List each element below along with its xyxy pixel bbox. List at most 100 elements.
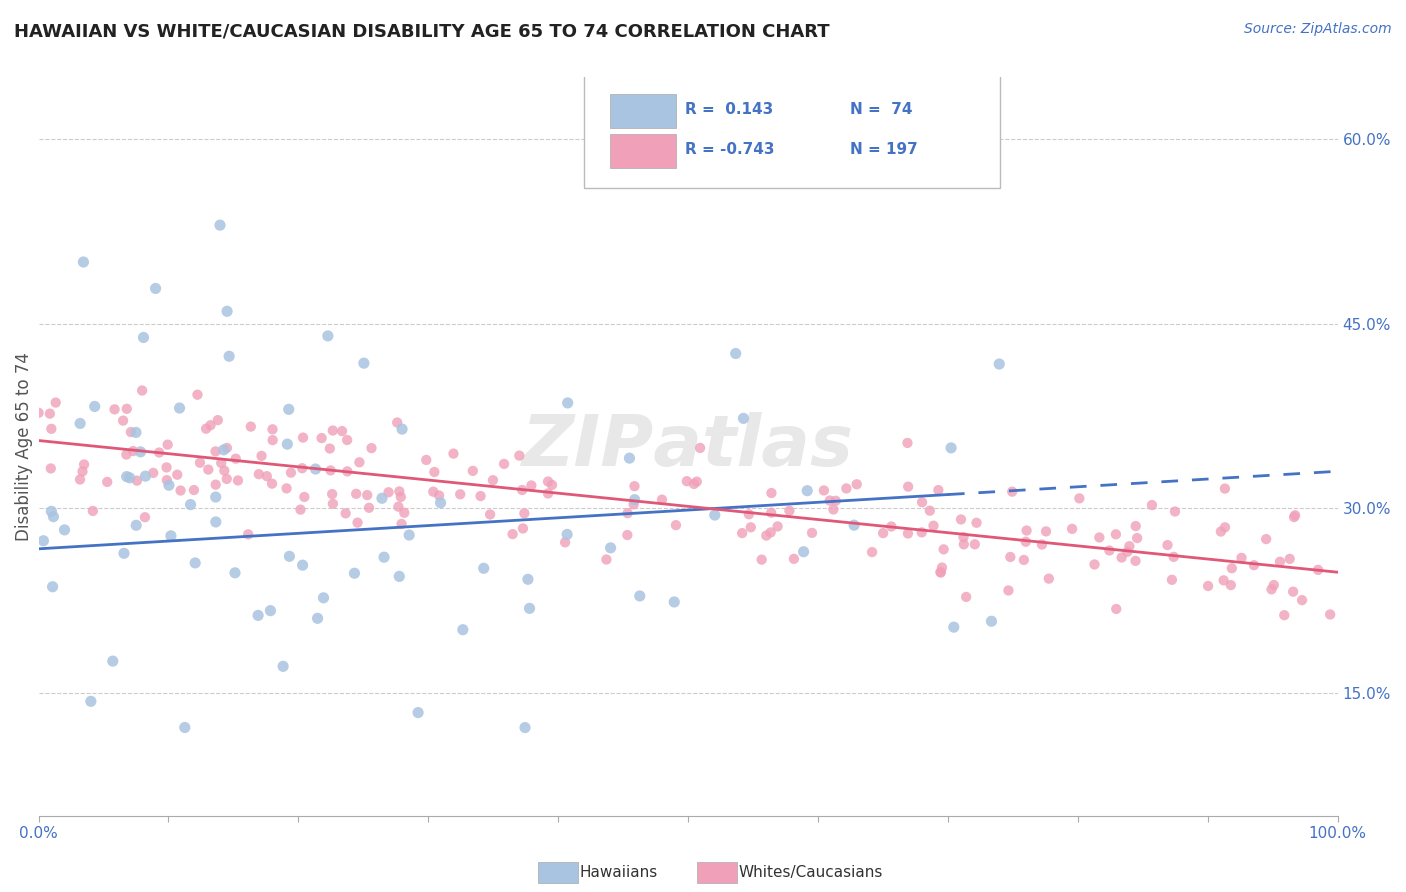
Point bbox=[319, 442, 342, 456]
Point bbox=[1140, 498, 1163, 512]
Point bbox=[980, 614, 1002, 628]
Point bbox=[755, 528, 778, 542]
Point bbox=[373, 550, 395, 565]
Point bbox=[761, 486, 783, 500]
Point bbox=[997, 583, 1019, 598]
Point bbox=[759, 525, 782, 540]
Point bbox=[115, 448, 138, 462]
Point bbox=[129, 445, 152, 459]
Text: N =  74: N = 74 bbox=[851, 102, 912, 117]
Point bbox=[423, 465, 446, 479]
Point bbox=[449, 487, 471, 501]
Point bbox=[942, 620, 965, 634]
Point bbox=[322, 424, 344, 438]
Point bbox=[689, 441, 711, 455]
Point bbox=[131, 384, 153, 398]
Point bbox=[1243, 558, 1265, 573]
FancyBboxPatch shape bbox=[610, 94, 676, 128]
Point bbox=[1213, 482, 1236, 496]
Point bbox=[145, 281, 167, 295]
Point bbox=[276, 437, 298, 451]
Point bbox=[502, 527, 524, 541]
Point bbox=[724, 346, 747, 360]
Point bbox=[1116, 545, 1139, 559]
Point bbox=[520, 478, 543, 492]
Point bbox=[204, 515, 226, 529]
Point bbox=[69, 473, 91, 487]
Point bbox=[96, 475, 118, 489]
Point bbox=[336, 433, 359, 447]
Point bbox=[766, 519, 789, 533]
Point bbox=[479, 508, 502, 522]
Point bbox=[429, 496, 451, 510]
Point bbox=[461, 464, 484, 478]
Point bbox=[1012, 553, 1035, 567]
Text: N = 197: N = 197 bbox=[851, 143, 918, 157]
Point bbox=[262, 422, 284, 436]
Point bbox=[1306, 563, 1329, 577]
Point bbox=[280, 466, 302, 480]
Point bbox=[1256, 532, 1278, 546]
Point bbox=[1291, 593, 1313, 607]
Point bbox=[813, 483, 835, 498]
Point bbox=[125, 518, 148, 533]
Point bbox=[738, 508, 761, 522]
Point bbox=[616, 506, 638, 520]
Point bbox=[292, 431, 315, 445]
Point bbox=[1263, 578, 1285, 592]
Point bbox=[125, 474, 148, 488]
Point bbox=[239, 419, 262, 434]
Point bbox=[1015, 534, 1038, 549]
Point bbox=[142, 466, 165, 480]
Point bbox=[45, 395, 67, 409]
Point bbox=[225, 451, 247, 466]
Point bbox=[156, 473, 179, 487]
Point bbox=[599, 541, 621, 555]
Point bbox=[262, 433, 284, 447]
Point bbox=[32, 533, 55, 548]
Point bbox=[1111, 550, 1133, 565]
Point bbox=[387, 416, 409, 430]
Point bbox=[922, 518, 945, 533]
Point bbox=[204, 490, 226, 504]
Point bbox=[218, 349, 240, 363]
Point bbox=[918, 504, 941, 518]
Point bbox=[557, 396, 579, 410]
Point bbox=[316, 329, 339, 343]
Point bbox=[1260, 582, 1282, 597]
Point bbox=[169, 401, 191, 415]
Point bbox=[346, 516, 368, 530]
Point bbox=[115, 401, 138, 416]
Point bbox=[101, 654, 124, 668]
Point bbox=[277, 402, 299, 417]
Point bbox=[513, 721, 536, 735]
Point bbox=[250, 449, 273, 463]
Point bbox=[623, 479, 645, 493]
Point bbox=[204, 444, 226, 458]
Point bbox=[1212, 574, 1234, 588]
Point bbox=[939, 441, 962, 455]
Point bbox=[1156, 538, 1178, 552]
Point bbox=[41, 504, 63, 518]
Point bbox=[157, 478, 180, 492]
Point bbox=[394, 506, 416, 520]
Point bbox=[1164, 504, 1187, 518]
Point bbox=[686, 475, 709, 489]
Point bbox=[343, 566, 366, 581]
Point bbox=[1125, 554, 1147, 568]
Point bbox=[73, 458, 96, 472]
Point bbox=[1319, 607, 1341, 622]
Point bbox=[783, 551, 806, 566]
Point bbox=[215, 472, 238, 486]
Point bbox=[927, 483, 949, 497]
Point bbox=[1105, 527, 1128, 541]
Point bbox=[988, 357, 1011, 371]
Text: Whites/Caucasians: Whites/Caucasians bbox=[738, 865, 883, 880]
Point bbox=[278, 549, 301, 564]
Point bbox=[156, 437, 179, 451]
Text: Source: ZipAtlas.com: Source: ZipAtlas.com bbox=[1244, 22, 1392, 37]
Point bbox=[207, 413, 229, 427]
Point bbox=[897, 526, 920, 541]
Point bbox=[195, 422, 218, 436]
Point bbox=[482, 473, 505, 487]
